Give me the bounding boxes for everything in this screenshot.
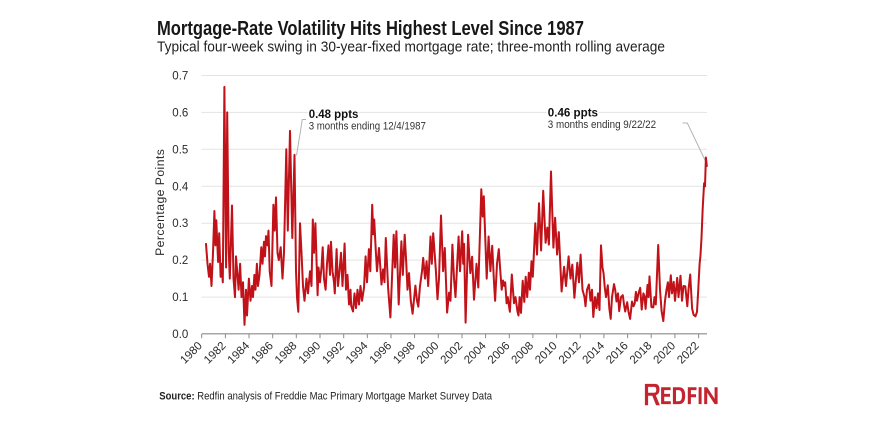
svg-text:3 months ending 12/4/1987: 3 months ending 12/4/1987	[309, 121, 426, 133]
svg-text:Mortgage-Rate Volatility Hits: Mortgage-Rate Volatility Hits Highest Le…	[157, 18, 584, 40]
svg-text:0.0: 0.0	[172, 329, 188, 341]
svg-text:Typical four-week swing in 30-: Typical four-week swing in 30-year-fixed…	[157, 38, 665, 55]
svg-text:0.4: 0.4	[172, 181, 189, 193]
svg-text:0.1: 0.1	[172, 292, 188, 304]
svg-text:0.2: 0.2	[172, 255, 188, 267]
svg-text:0.5: 0.5	[172, 144, 188, 156]
svg-text:Source: Redfin analysis of Fre: Source: Redfin analysis of Freddie Mac P…	[159, 390, 492, 402]
svg-text:Percentage Points: Percentage Points	[153, 149, 167, 256]
svg-text:0.46 ppts: 0.46 ppts	[548, 108, 598, 120]
svg-text:0.7: 0.7	[172, 71, 188, 83]
svg-text:3 months ending 9/22/22: 3 months ending 9/22/22	[548, 119, 656, 131]
svg-text:0.48 ppts: 0.48 ppts	[309, 109, 359, 121]
svg-text:0.6: 0.6	[172, 107, 188, 119]
svg-text:0.3: 0.3	[172, 218, 188, 230]
